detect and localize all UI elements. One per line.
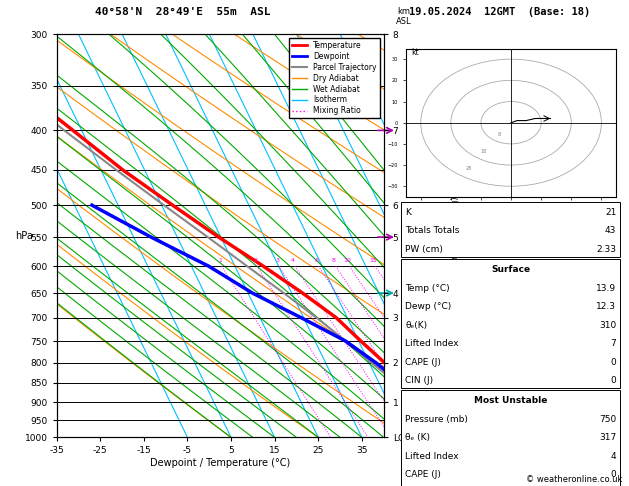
Text: PW (cm): PW (cm) — [405, 245, 443, 254]
Text: CIN (J): CIN (J) — [405, 376, 433, 385]
Text: Totals Totals: Totals Totals — [405, 226, 459, 235]
Text: 1: 1 — [218, 259, 222, 263]
Text: 7: 7 — [611, 339, 616, 348]
Text: 10: 10 — [343, 259, 352, 263]
Text: 12.3: 12.3 — [596, 302, 616, 311]
Text: kt: kt — [412, 48, 420, 57]
Text: Mixing Ratio (g/kg): Mixing Ratio (g/kg) — [451, 196, 460, 276]
Text: 28: 28 — [466, 166, 472, 171]
Text: 21: 21 — [605, 208, 616, 217]
Text: Pressure (mb): Pressure (mb) — [405, 415, 468, 424]
Text: 8: 8 — [498, 132, 501, 137]
Text: hPa: hPa — [15, 231, 33, 241]
Text: Dewp (°C): Dewp (°C) — [405, 302, 452, 311]
Text: 8: 8 — [332, 259, 336, 263]
Text: θₑ(K): θₑ(K) — [405, 321, 427, 330]
Text: 43: 43 — [605, 226, 616, 235]
Text: 40°58'N  28°49'E  55m  ASL: 40°58'N 28°49'E 55m ASL — [94, 7, 270, 17]
Text: 2.33: 2.33 — [596, 245, 616, 254]
Text: km
ASL: km ASL — [396, 6, 411, 26]
Text: Surface: Surface — [491, 265, 530, 274]
Text: CAPE (J): CAPE (J) — [405, 358, 441, 366]
Text: θₑ (K): θₑ (K) — [405, 434, 430, 442]
Text: 317: 317 — [599, 434, 616, 442]
Text: K: K — [405, 208, 411, 217]
Text: Lifted Index: Lifted Index — [405, 339, 459, 348]
Text: © weatheronline.co.uk: © weatheronline.co.uk — [526, 474, 623, 484]
Text: CAPE (J): CAPE (J) — [405, 470, 441, 479]
Text: 19.05.2024  12GMT  (Base: 18): 19.05.2024 12GMT (Base: 18) — [409, 7, 591, 17]
Text: 0: 0 — [611, 376, 616, 385]
Text: 15: 15 — [369, 259, 377, 263]
Text: 4: 4 — [611, 452, 616, 461]
Text: 6: 6 — [314, 259, 318, 263]
Text: 13.9: 13.9 — [596, 284, 616, 293]
Text: 2: 2 — [253, 259, 257, 263]
Text: 310: 310 — [599, 321, 616, 330]
Text: Temp (°C): Temp (°C) — [405, 284, 450, 293]
X-axis label: Dewpoint / Temperature (°C): Dewpoint / Temperature (°C) — [150, 458, 290, 468]
Text: 750: 750 — [599, 415, 616, 424]
Legend: Temperature, Dewpoint, Parcel Trajectory, Dry Adiabat, Wet Adiabat, Isotherm, Mi: Temperature, Dewpoint, Parcel Trajectory… — [289, 38, 380, 119]
Text: 0: 0 — [611, 358, 616, 366]
Text: 18: 18 — [481, 149, 487, 154]
Text: Lifted Index: Lifted Index — [405, 452, 459, 461]
Text: 3: 3 — [275, 259, 279, 263]
Text: 0: 0 — [611, 470, 616, 479]
Text: Most Unstable: Most Unstable — [474, 396, 547, 405]
Text: 4: 4 — [291, 259, 295, 263]
